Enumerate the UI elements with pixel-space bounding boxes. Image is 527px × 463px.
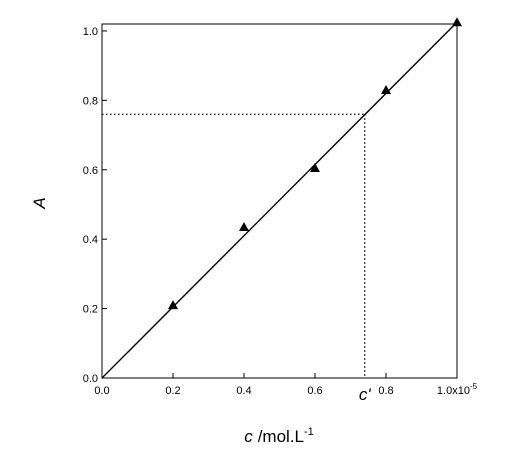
data-points (168, 17, 462, 310)
x-axis-unit: /mol.L (258, 427, 304, 446)
plot-frame (101, 23, 458, 379)
reference-x-label: c' (359, 385, 372, 404)
y-tick-label: 0.2 (83, 304, 98, 316)
axis-ticks (101, 30, 458, 379)
data-point-triangle (168, 300, 178, 310)
y-tick-label: 0.0 (83, 373, 98, 385)
x-axis-title: c/mol.L-1 (244, 426, 314, 446)
y-tick-label: 0.6 (83, 165, 98, 177)
y-tick-label: 1.0 (83, 26, 98, 38)
x-axis-symbol: c (244, 427, 253, 446)
x-tick-label: 0.4 (236, 385, 251, 397)
fit-line (101, 21, 458, 379)
x-tick-label: 1.0x10-5 (437, 382, 478, 397)
x-tick-label: 0.2 (165, 385, 180, 397)
data-point-triangle (310, 163, 320, 173)
x-axis-unit-exponent: -1 (304, 426, 314, 438)
x-tick-label: 0.0 (94, 385, 109, 397)
y-tick-label: 0.4 (83, 234, 98, 246)
x-tick-label: 0.6 (307, 385, 322, 397)
data-point-triangle (381, 84, 391, 94)
y-tick-label: 0.8 (83, 95, 98, 107)
x-tick-exponent: -5 (470, 382, 478, 391)
data-point-triangle (452, 17, 462, 27)
x-tick-label: 0.8 (378, 385, 393, 397)
y-axis-title: A (30, 197, 49, 209)
tick-labels: 0.0 0.2 0.4 0.6 0.8 1.0x10-5 0.0 0.2 0.4 0.6 0.8 1.… (83, 26, 478, 397)
data-point-triangle (239, 222, 249, 232)
